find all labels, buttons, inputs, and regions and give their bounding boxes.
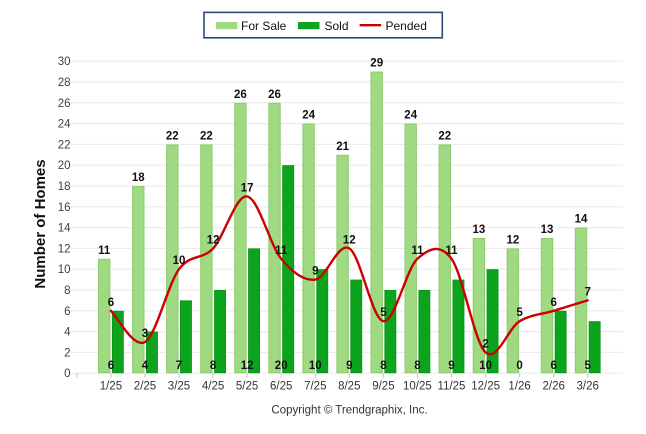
svg-text:13: 13: [541, 224, 554, 236]
svg-text:11: 11: [98, 245, 111, 257]
svg-text:10: 10: [479, 360, 492, 372]
svg-text:16: 16: [58, 202, 71, 214]
svg-text:7: 7: [176, 360, 182, 372]
svg-text:26: 26: [58, 98, 71, 110]
svg-text:9: 9: [448, 360, 454, 372]
svg-text:0: 0: [516, 360, 522, 372]
svg-text:22: 22: [200, 130, 213, 142]
svg-text:20: 20: [58, 160, 71, 172]
svg-text:0: 0: [64, 368, 70, 380]
svg-text:3/25: 3/25: [168, 381, 190, 393]
svg-text:21: 21: [336, 141, 349, 153]
svg-text:6/25: 6/25: [270, 381, 292, 393]
svg-text:2/25: 2/25: [134, 381, 156, 393]
svg-text:2: 2: [64, 347, 70, 359]
svg-text:1/26: 1/26: [508, 381, 530, 393]
svg-text:12/25: 12/25: [471, 381, 500, 393]
svg-text:9: 9: [346, 360, 352, 372]
svg-text:Number of Homes: Number of Homes: [32, 159, 49, 288]
svg-text:13: 13: [473, 224, 486, 236]
svg-text:8: 8: [64, 285, 70, 297]
svg-text:9: 9: [312, 266, 318, 278]
svg-text:11: 11: [275, 245, 288, 257]
svg-text:28: 28: [58, 77, 71, 89]
svg-text:26: 26: [234, 89, 247, 101]
svg-text:11: 11: [411, 245, 424, 257]
svg-text:2/26: 2/26: [543, 381, 565, 393]
svg-text:5/25: 5/25: [236, 381, 258, 393]
svg-text:6: 6: [108, 360, 114, 372]
svg-text:26: 26: [268, 89, 281, 101]
svg-text:7: 7: [584, 286, 590, 298]
svg-text:24: 24: [302, 110, 315, 122]
svg-text:22: 22: [166, 130, 179, 142]
svg-text:8: 8: [210, 360, 217, 372]
svg-text:8: 8: [414, 360, 421, 372]
svg-text:14: 14: [575, 214, 588, 226]
svg-text:Sold: Sold: [325, 19, 349, 33]
svg-text:6: 6: [550, 360, 556, 372]
svg-text:3: 3: [142, 328, 148, 340]
svg-text:9/25: 9/25: [372, 381, 394, 393]
svg-text:20: 20: [275, 360, 288, 372]
svg-text:2: 2: [482, 338, 488, 350]
svg-text:3/26: 3/26: [577, 381, 599, 393]
svg-text:Copyright © Trendgraphix, Inc.: Copyright © Trendgraphix, Inc.: [271, 405, 427, 417]
svg-text:11: 11: [445, 245, 458, 257]
svg-text:18: 18: [58, 181, 71, 193]
svg-text:5: 5: [380, 307, 387, 319]
svg-text:1/25: 1/25: [100, 381, 122, 393]
svg-text:4/25: 4/25: [202, 381, 224, 393]
svg-text:14: 14: [58, 223, 71, 235]
svg-text:24: 24: [404, 110, 417, 122]
svg-text:12: 12: [241, 360, 254, 372]
svg-text:22: 22: [58, 139, 71, 151]
svg-text:10/25: 10/25: [403, 381, 432, 393]
svg-text:5: 5: [516, 307, 523, 319]
svg-text:For Sale: For Sale: [241, 19, 287, 33]
svg-text:6: 6: [108, 297, 114, 309]
svg-text:4: 4: [64, 327, 71, 339]
svg-text:10: 10: [58, 264, 71, 276]
svg-text:10: 10: [173, 255, 186, 267]
svg-text:7/25: 7/25: [304, 381, 326, 393]
svg-text:Pended: Pended: [386, 19, 427, 33]
svg-text:4: 4: [142, 360, 149, 372]
svg-text:8: 8: [380, 360, 387, 372]
svg-text:12: 12: [58, 243, 71, 255]
svg-text:17: 17: [241, 182, 254, 194]
svg-text:29: 29: [370, 58, 383, 70]
svg-text:12: 12: [207, 234, 220, 246]
svg-text:10: 10: [309, 360, 322, 372]
svg-text:5: 5: [584, 360, 591, 372]
svg-text:12: 12: [507, 234, 520, 246]
svg-text:6: 6: [64, 306, 70, 318]
svg-text:12: 12: [343, 234, 356, 246]
svg-text:6: 6: [550, 297, 556, 309]
svg-text:22: 22: [438, 130, 451, 142]
svg-text:18: 18: [132, 172, 145, 184]
svg-text:8/25: 8/25: [338, 381, 360, 393]
svg-text:30: 30: [58, 56, 71, 68]
svg-text:24: 24: [58, 119, 71, 131]
svg-text:11/25: 11/25: [438, 381, 466, 393]
